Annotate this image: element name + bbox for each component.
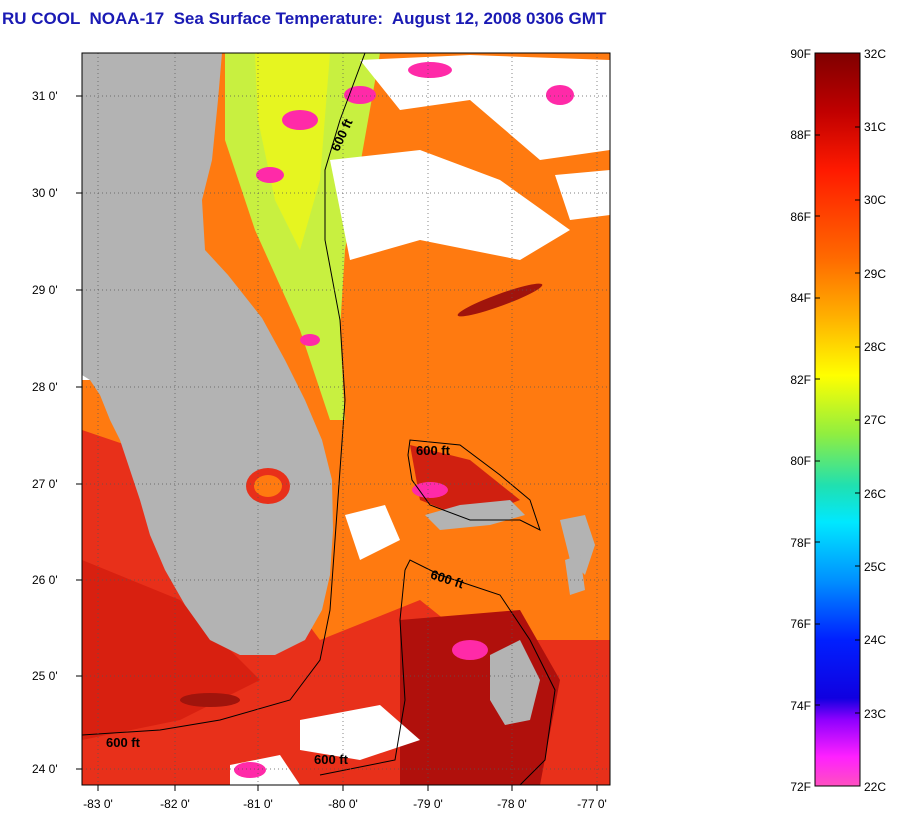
lat-label: 28 0' bbox=[32, 380, 58, 394]
contour-label-grand-bahama: 600 ft bbox=[416, 443, 451, 458]
graticule bbox=[82, 53, 610, 785]
lat-label: 29 0' bbox=[32, 283, 58, 297]
colorbar bbox=[814, 52, 861, 787]
lon-label: -80 0' bbox=[328, 797, 358, 811]
colorbar-c-label: 22C bbox=[864, 780, 886, 794]
colorbar-c-label: 24C bbox=[864, 633, 886, 647]
cloud-north bbox=[360, 55, 610, 160]
colorbar-ticks bbox=[815, 126, 860, 714]
map-frame bbox=[81, 52, 611, 786]
lon-label: -82 0' bbox=[160, 797, 190, 811]
colorbar-f-label: 82F bbox=[790, 373, 811, 387]
warm-streaks bbox=[180, 283, 543, 707]
cloud-cape bbox=[345, 505, 400, 560]
bathymetry-contours bbox=[82, 53, 556, 785]
lon-label: -78 0' bbox=[497, 797, 527, 811]
cloud-northeast bbox=[555, 170, 610, 220]
colorbar-f-label: 74F bbox=[790, 699, 811, 713]
colorbar-c-label: 29C bbox=[864, 267, 886, 281]
grand-bahama-island bbox=[425, 500, 525, 530]
abaco-island bbox=[560, 515, 595, 575]
colorbar-f-label: 84F bbox=[790, 291, 811, 305]
cool-water-yellow bbox=[255, 53, 330, 250]
colorbar-f-label: 80F bbox=[790, 454, 811, 468]
eleuthera-island bbox=[565, 555, 585, 595]
cloud-keys bbox=[300, 705, 420, 760]
florida-landmass bbox=[82, 53, 333, 655]
colorbar-c-label: 23C bbox=[864, 707, 886, 721]
colorbar-c-label: 28C bbox=[864, 340, 886, 354]
lon-label: -79 0' bbox=[413, 797, 443, 811]
colorbar-c-label: 25C bbox=[864, 560, 886, 574]
colorbar-c-label: 31C bbox=[864, 120, 886, 134]
cloud-central bbox=[330, 150, 570, 260]
map-title: RU COOL NOAA-17 Sea Surface Temperature:… bbox=[2, 9, 607, 28]
hot-water-grand-bahama bbox=[410, 445, 520, 520]
andros-island bbox=[490, 640, 540, 725]
colorbar-f-label: 86F bbox=[790, 210, 811, 224]
colorbar-f-label: 76F bbox=[790, 617, 811, 631]
lat-label: 24 0' bbox=[32, 762, 58, 776]
lon-label: -81 0' bbox=[243, 797, 273, 811]
lat-label: 26 0' bbox=[32, 573, 58, 587]
colorbar-f-label: 88F bbox=[790, 128, 811, 142]
colorbar-f-label: 90F bbox=[790, 47, 811, 61]
lon-label: -83 0' bbox=[83, 797, 113, 811]
lat-label: 25 0' bbox=[32, 669, 58, 683]
colorbar-c-label: 26C bbox=[864, 487, 886, 501]
lat-label: 27 0' bbox=[32, 477, 58, 491]
sst-map bbox=[82, 53, 610, 785]
colorbar-c-label: 27C bbox=[864, 413, 886, 427]
contour-label-south: 600 ft bbox=[314, 752, 349, 767]
axis-ticks bbox=[76, 95, 598, 791]
colorbar-c-label: 32C bbox=[864, 47, 886, 61]
colorbar-f-label: 72F bbox=[790, 780, 811, 794]
colorbar-f-label: 78F bbox=[790, 536, 811, 550]
lat-label: 31 0' bbox=[32, 89, 58, 103]
colorbar-c-label: 30C bbox=[864, 193, 886, 207]
contour-label-keys: 600 ft bbox=[106, 735, 141, 750]
lon-label: -77 0' bbox=[577, 797, 607, 811]
lat-label: 30 0' bbox=[32, 186, 58, 200]
